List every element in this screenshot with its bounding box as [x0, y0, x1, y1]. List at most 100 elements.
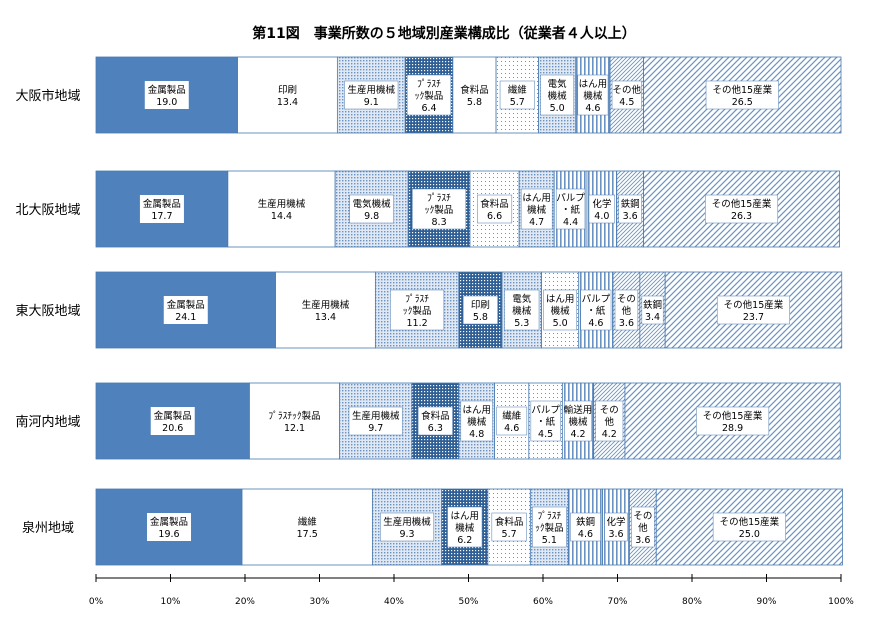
segment-label-box [496, 406, 528, 436]
segment-label-box [491, 512, 527, 542]
segment-value-label: 5.0 [550, 103, 565, 114]
segment-label-box [705, 194, 779, 224]
segment-name-label: 食料品 [495, 516, 524, 528]
segment-name-label: はん用 [579, 79, 608, 90]
segment-name-label: 生産用機械 [348, 84, 396, 96]
segment-name-label: 金属製品 [154, 410, 192, 422]
segment-name-label: 金属製品 [150, 516, 188, 528]
segment-name-label: 繊維 [502, 410, 522, 422]
segment-label-box [716, 295, 790, 325]
x-tick-label: 100% [828, 597, 854, 607]
segment-label-box [412, 188, 467, 230]
segment-value-label: 4.0 [594, 211, 609, 222]
segment-name-label: 食料品 [480, 198, 509, 210]
x-tick-label: 0% [89, 597, 104, 607]
segment-name-label: ｯｸ製品 [535, 522, 564, 534]
segment-name-label: 機械 [467, 416, 487, 428]
segment-value-label: 14.4 [271, 211, 292, 222]
segment-name-label: はん用 [451, 511, 480, 522]
x-axis: 0% 10% 20% 30% 40% 50% 60% 70% 80% 90% 100% [89, 574, 854, 607]
region-label: 大阪市地域 [15, 88, 80, 104]
segment-name-label: 輸送用 [564, 404, 593, 416]
x-tick-label: 90% [756, 597, 776, 607]
segment-value-label: 5.8 [473, 312, 488, 323]
segment-name-label: 鉄鋼 [621, 198, 640, 210]
segment-label-box [532, 506, 567, 548]
segment-name-label: その他15産業 [712, 84, 772, 96]
segment-label-box [147, 513, 192, 541]
segment-name-label: 生産用機械 [352, 410, 400, 422]
segment-name-label: 機械 [527, 204, 547, 216]
segment-name-label: 他 [605, 416, 615, 428]
segment-label-box [530, 400, 561, 442]
segment-name-label: 化学 [607, 516, 626, 528]
x-tick-label: 80% [682, 597, 702, 607]
segment-value-label: 6.3 [428, 423, 443, 434]
segment-label-box [641, 295, 664, 325]
segment-value-label: 26.3 [731, 211, 752, 222]
segment-value-label: 24.1 [175, 312, 196, 323]
segment-name-label: 電気 [548, 78, 568, 90]
segment-label-box [499, 80, 535, 110]
segment-name-label: 生産用機械 [383, 516, 431, 528]
segment-name-label: ﾌﾟﾗｽﾁ [405, 294, 429, 305]
segment-value-label: 5.7 [502, 529, 517, 540]
segment-label-box [504, 289, 540, 331]
segment-name-label: ﾌﾟﾗｽﾁｯｸ製品 [268, 410, 320, 422]
segment-name-label: ﾌﾟﾗｽﾁ [537, 511, 561, 522]
x-tick-label: 10% [160, 597, 180, 607]
segment-label-box [380, 512, 435, 542]
segment-value-label: 3.6 [619, 318, 634, 329]
segment-value-label: 4.5 [538, 429, 553, 440]
segment-label-box [712, 512, 786, 542]
segment-label-box [696, 406, 770, 436]
region-label: 北大阪地域 [15, 203, 80, 218]
segment-name-label: はん用 [546, 294, 575, 305]
segment-value-label: 4.2 [602, 429, 617, 440]
segment-name-label: 金属製品 [167, 299, 205, 311]
segment-label-box [604, 512, 628, 542]
segment-name-label: その [600, 405, 619, 416]
segment-value-label: 3.6 [608, 529, 623, 540]
segment-value-label: 3.6 [635, 535, 650, 546]
region-label: 南河内地域 [15, 414, 80, 430]
segment-label-box [344, 80, 399, 110]
segment-name-label: ｯｸ製品 [425, 204, 454, 216]
segment-label-box [460, 400, 493, 442]
bar-segment [237, 56, 338, 134]
segment-value-label: 11.2 [407, 318, 428, 329]
bar-segment [275, 271, 376, 349]
bar-segment [249, 382, 341, 460]
segment-label-box [150, 407, 195, 435]
segment-value-label: 6.4 [421, 103, 436, 114]
segment-label-box [577, 74, 609, 116]
segment-value-label: 8.3 [432, 217, 447, 228]
segment-value-label: 28.9 [722, 423, 743, 434]
segment-value-label: 9.1 [364, 97, 379, 108]
segment-label-box [447, 506, 483, 548]
segment-name-label: 電気機械 [353, 198, 392, 210]
segment-name-label: 印刷 [278, 84, 297, 96]
segment-label-box [611, 80, 642, 110]
segment-name-label: 化学 [592, 198, 611, 210]
x-tick-label: 70% [607, 597, 627, 607]
segment-value-label: 4.5 [619, 97, 634, 108]
segment-value-label: 4.2 [570, 429, 585, 440]
segment-name-label: 機械 [569, 416, 589, 428]
segment-name-label: その他15産業 [703, 410, 763, 422]
bars-layer: 大阪市地域 金属製品19.0印刷13.4生産用機械9.1ﾌﾟﾗｽﾁｯｸ製品6.4食… [15, 56, 843, 566]
segment-label-box [705, 80, 779, 110]
region-label: 東大阪地域 [15, 303, 80, 319]
segment-name-label: はん用 [522, 193, 551, 204]
segment-value-label: 5.8 [467, 97, 482, 108]
region-label: 泉州地域 [22, 520, 74, 536]
segment-value-label: 25.0 [739, 529, 760, 540]
segment-label-box [462, 295, 498, 325]
segment-name-label: ｯｸ製品 [403, 305, 432, 317]
segment-value-label: 4.6 [588, 318, 603, 329]
segment-name-label: 印刷 [471, 299, 490, 311]
segment-value-label: 5.3 [514, 318, 529, 329]
